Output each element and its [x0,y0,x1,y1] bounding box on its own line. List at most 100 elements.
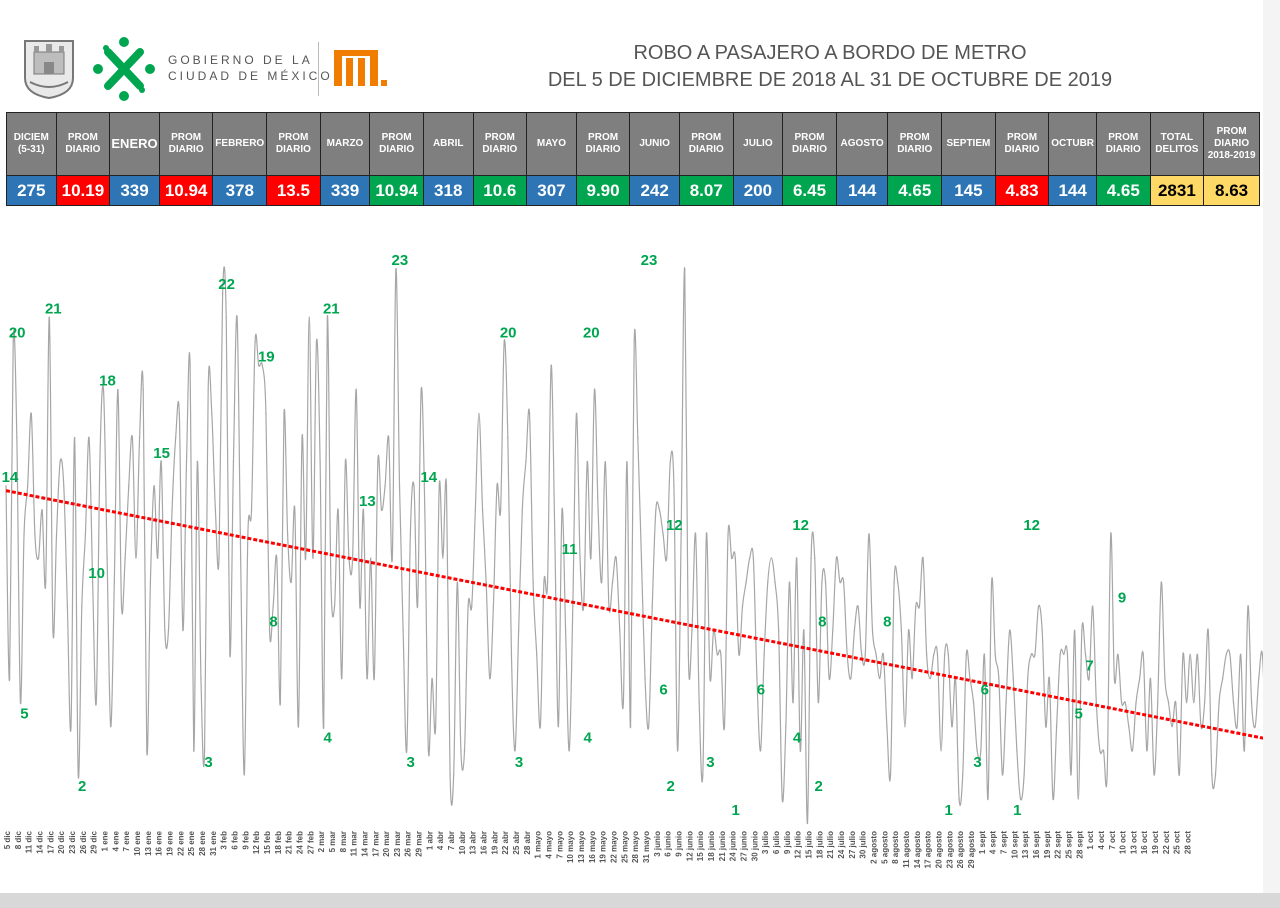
data-point-290 [1052,798,1054,800]
data-point-27 [102,388,105,391]
data-point-78 [286,533,289,535]
data-point-343 [1243,749,1246,752]
data-point-193 [701,774,704,776]
data-point-142 [517,629,520,632]
data-point-299 [1084,653,1087,656]
data-point-240 [871,629,874,632]
value-cell-7: 10.94 [369,175,424,206]
data-point-67 [247,533,249,535]
data-point-110 [402,629,404,632]
data-point-305 [1106,774,1108,776]
annotation-label-39: 12 [1023,517,1040,534]
data-point-70 [257,364,260,367]
data-point-280 [1016,749,1018,752]
data-point-126 [460,749,462,752]
value-cell-19: 4.83 [994,175,1050,206]
data-point-318 [1153,774,1155,776]
data-point-205 [745,581,747,583]
data-point-191 [694,533,697,535]
data-point-84 [308,316,311,319]
header-cell-2: ENERO [109,112,160,176]
annotation-label-16: 3 [407,754,415,771]
data-point-50 [185,460,188,463]
data-point-89 [326,316,329,319]
data-point-115 [420,388,422,391]
data-point-282 [1023,774,1025,776]
daily-robbery-line-chart: 1420521210181532281921413233142031120423… [2,252,1267,868]
data-point-241 [875,653,877,656]
cdmx-logo-icon [93,37,155,101]
data-point-227 [824,581,827,583]
data-point-190 [691,629,693,632]
data-point-17 [66,605,69,608]
series-line [5,266,1267,824]
data-point-317 [1149,677,1152,680]
x-tick-label-23: 12 feb [252,831,261,854]
x-tick-label-58: 28 mayo [631,831,640,863]
data-point-171 [622,701,625,704]
header-cell-6: MARZO [319,112,371,176]
page-edge [1263,0,1280,893]
annotation-label-25: 12 [666,517,683,534]
data-point-213 [774,581,776,583]
x-tick-label-106: 19 oct [1151,831,1160,854]
data-point-141 [514,749,516,752]
x-tick-label-57: 25 mayo [620,831,629,863]
data-point-225 [817,701,820,704]
x-tick-label-48: 28 abr [523,831,532,855]
annotation-label-15: 23 [392,252,409,269]
data-point-253 [918,605,921,608]
chart-title: ROBO A PASAJERO A BORDO DE METRO DEL 5 D… [520,40,1140,94]
data-point-106 [387,436,390,439]
data-point-307 [1113,677,1116,680]
x-tick-label-19: 31 ene [209,830,218,855]
data-point-94 [344,460,347,463]
data-point-119 [434,725,437,728]
data-point-147 [535,653,538,656]
data-point-324 [1174,701,1177,704]
value-cell-18: 145 [941,175,996,206]
data-point-108 [395,268,397,270]
annotation-label-40: 5 [1075,706,1083,723]
data-point-13 [52,629,54,632]
x-tick-label-5: 20 dic [57,830,66,853]
data-point-215 [781,798,784,800]
data-point-38 [142,388,144,391]
data-point-207 [752,557,755,559]
x-tick-label-65: 18 junio [707,831,716,861]
data-point-162 [590,557,592,559]
data-point-4 [19,701,22,704]
data-point-164 [597,509,599,511]
data-point-112 [409,533,412,535]
data-point-2 [12,340,15,343]
x-tick-label-94: 13 sept [1021,831,1030,859]
data-point-212 [770,557,773,559]
data-point-39 [146,749,148,752]
data-point-16 [62,485,65,487]
data-point-18 [70,725,72,728]
data-point-246 [893,581,895,583]
stats-header-row: DICIEM (5-31) PROM DIARIO ENERO PROM DIARIO… [6,112,1260,176]
annotation-label-17: 14 [420,469,437,486]
data-point-316 [1146,749,1148,752]
x-tick-label-82: 8 agosto [891,831,900,864]
data-point-186 [676,749,679,752]
data-point-189 [687,653,690,656]
data-point-252 [915,605,917,608]
data-point-143 [521,509,524,511]
data-point-166 [604,460,607,463]
footer-bar [0,893,1280,908]
header-cell-8: ABRIL [422,112,474,176]
data-point-229 [831,629,834,632]
data-point-237 [860,653,863,656]
data-point-208 [756,677,758,680]
data-point-298 [1081,629,1083,632]
annotation-label-21: 20 [583,324,600,341]
data-point-154 [561,509,563,511]
data-point-328 [1189,653,1191,656]
x-tick-label-108: 25 oct [1173,831,1182,854]
data-point-275 [998,677,1000,680]
header-cell-14: JULIO [732,112,784,176]
government-name: GOBIERNO DE LA CIUDAD DE MÉXICO [168,52,333,84]
data-point-28 [106,557,108,559]
